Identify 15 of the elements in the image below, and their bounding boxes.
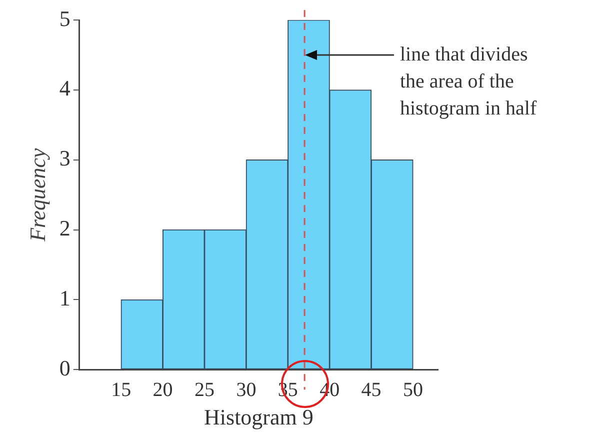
y-axis-title: Frequency [24, 148, 50, 242]
y-tick-label: 1 [59, 285, 70, 310]
annotation: line that divides the area of the histogram in half [400, 43, 537, 120]
x-tick-label: 20 [152, 378, 173, 401]
y-tick-label: 4 [59, 76, 70, 101]
y-tick-label: 2 [59, 216, 70, 241]
x-tick-label: 30 [236, 378, 256, 401]
y-tick-label: 3 [59, 146, 70, 171]
x-axis-title: Histogram 9 [204, 404, 314, 430]
x-tick-label: 50 [402, 378, 423, 401]
x-tick-label: 15 [111, 378, 132, 401]
x-tick-label: 45 [361, 378, 382, 401]
y-tick-label: 0 [59, 355, 70, 380]
y-tick-label: 5 [59, 6, 70, 31]
x-tick-label: 25 [194, 378, 214, 401]
